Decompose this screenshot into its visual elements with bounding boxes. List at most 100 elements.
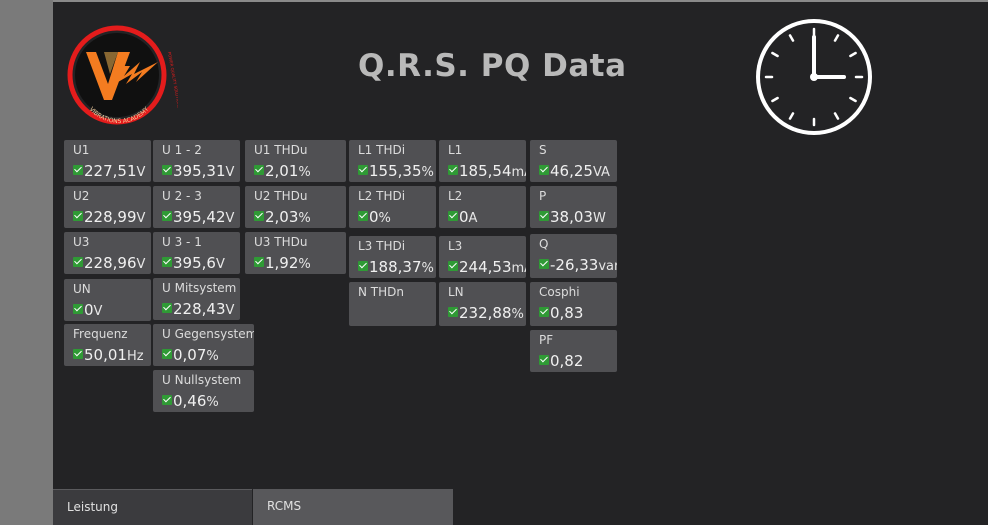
tile-label: U1 <box>73 143 90 157</box>
tile-unit: % <box>206 395 219 410</box>
tile-l1thdi: L1 THDi 155,35% <box>349 140 436 182</box>
tile-pf: PF 0,82 <box>530 330 617 372</box>
tile-un: UN 0V <box>64 279 151 321</box>
tile-unit: mA <box>511 261 527 276</box>
tile-value: 2,03 <box>265 208 299 226</box>
tile-umit: U Mitsystem 228,43V <box>153 278 240 320</box>
check-icon <box>448 307 458 317</box>
tile-label: PF <box>539 333 554 347</box>
tile-value: 0,82 <box>550 352 584 370</box>
tile-unit: V <box>225 165 235 180</box>
tile-value: 46,25 <box>550 162 593 180</box>
tile-reading: 188,37% <box>358 258 436 278</box>
tile-reading: 244,53mA <box>448 258 526 278</box>
tile-unit: % <box>298 165 311 180</box>
tile-reading: 1,92% <box>254 254 346 274</box>
tile-reading: 395,31V <box>162 162 240 182</box>
tile-value: 0,07 <box>173 346 207 364</box>
tile-reading: 2,03% <box>254 208 346 228</box>
tile-unit: W <box>592 211 606 226</box>
page-title: Q.R.S. PQ Data <box>358 48 627 84</box>
tile-u31: U 3 - 1 395,6V <box>153 232 240 274</box>
tile-label: U1 THDu <box>254 143 308 157</box>
check-icon <box>73 304 83 314</box>
tile-l1: L1 185,54mA <box>439 140 526 182</box>
tile-reading: 38,03W <box>539 208 617 228</box>
tile-unit: V <box>136 165 146 180</box>
tile-value: 395,42 <box>173 208 226 226</box>
company-logo: VIBRATIONS ACADEMY POWER QUALITY SOLUTIO… <box>60 22 182 132</box>
tile-value: 185,54 <box>459 162 512 180</box>
tile-l3: L3 244,53mA <box>439 236 526 278</box>
tile-value: 228,43 <box>173 300 226 318</box>
tile-reading: 228,96V <box>73 254 151 274</box>
tile-label: U Mitsystem <box>162 281 237 295</box>
check-icon <box>539 165 549 175</box>
check-icon <box>162 303 172 313</box>
tile-value: 1,92 <box>265 254 299 272</box>
tile-value: 2,01 <box>265 162 299 180</box>
tile-unull: U Nullsystem 0,46% <box>153 370 254 412</box>
tab-rcms[interactable]: RCMS <box>253 489 453 525</box>
tile-reading: 50,01Hz <box>73 346 151 366</box>
check-icon <box>162 257 172 267</box>
tile-label: U 3 - 1 <box>162 235 202 249</box>
check-icon <box>73 349 83 359</box>
tile-value: 395,31 <box>173 162 226 180</box>
tile-unit: % <box>511 307 524 322</box>
tile-q: Q -26,33var <box>530 234 617 278</box>
tile-label: Frequenz <box>73 327 128 341</box>
tile-unit: VA <box>592 165 610 180</box>
tile-value: 395,6 <box>173 254 216 272</box>
tile-reading: 0A <box>448 208 526 228</box>
tile-value: 188,37 <box>369 258 422 276</box>
tile-label: P <box>539 189 547 203</box>
check-icon <box>162 349 172 359</box>
check-icon <box>539 355 549 365</box>
tab-rcms-label: RCMS <box>267 499 302 513</box>
tile-reading: 2,01% <box>254 162 346 182</box>
tile-reading: 0,83 <box>539 304 617 322</box>
tile-label: L3 <box>448 239 463 253</box>
tile-u23: U 2 - 3 395,42V <box>153 186 240 228</box>
clock-icon <box>752 15 876 139</box>
check-icon <box>539 259 549 269</box>
tile-unit: % <box>298 211 311 226</box>
tile-reading: 0V <box>73 301 151 321</box>
tile-reading: 0,82 <box>539 352 617 370</box>
tile-u12: U 1 - 2 395,31V <box>153 140 240 182</box>
tile-unit: % <box>378 211 391 226</box>
tile-reading: 227,51V <box>73 162 151 182</box>
tile-label: L1 THDi <box>358 143 406 157</box>
tile-unit: V <box>215 257 225 272</box>
tile-value: 227,51 <box>84 162 137 180</box>
tile-u1: U1 227,51V <box>64 140 151 182</box>
check-icon <box>73 165 83 175</box>
tile-label: L1 <box>448 143 463 157</box>
tile-label: Cosphi <box>539 285 580 299</box>
tile-label: U Nullsystem <box>162 373 242 387</box>
tile-value: 0 <box>459 208 469 226</box>
tile-label: U2 <box>73 189 90 203</box>
tile-reading: 0,46% <box>162 392 254 412</box>
tile-u2thdu: U2 THDu 2,03% <box>245 186 346 228</box>
check-icon <box>162 165 172 175</box>
tile-reading: 395,6V <box>162 254 240 274</box>
check-icon <box>448 211 458 221</box>
tile-value: 232,88 <box>459 304 512 322</box>
tab-leistung[interactable]: Leistung <box>53 489 252 525</box>
tile-reading: 0,07% <box>162 346 254 366</box>
tile-value: 228,96 <box>84 254 137 272</box>
tile-unit: % <box>298 257 311 272</box>
tile-label: U2 THDu <box>254 189 308 203</box>
tile-value: 0,83 <box>550 304 584 322</box>
check-icon <box>73 257 83 267</box>
tile-label: L3 THDi <box>358 239 406 253</box>
tile-reading: 46,25VA <box>539 162 617 182</box>
tile-unit: V <box>93 304 103 319</box>
tile-s: S 46,25VA <box>530 140 617 182</box>
check-icon <box>358 261 368 271</box>
tile-u3: U3 228,96V <box>64 232 151 274</box>
tile-label: S <box>539 143 547 157</box>
tile-l3thdi: L3 THDi 188,37% <box>349 236 436 278</box>
